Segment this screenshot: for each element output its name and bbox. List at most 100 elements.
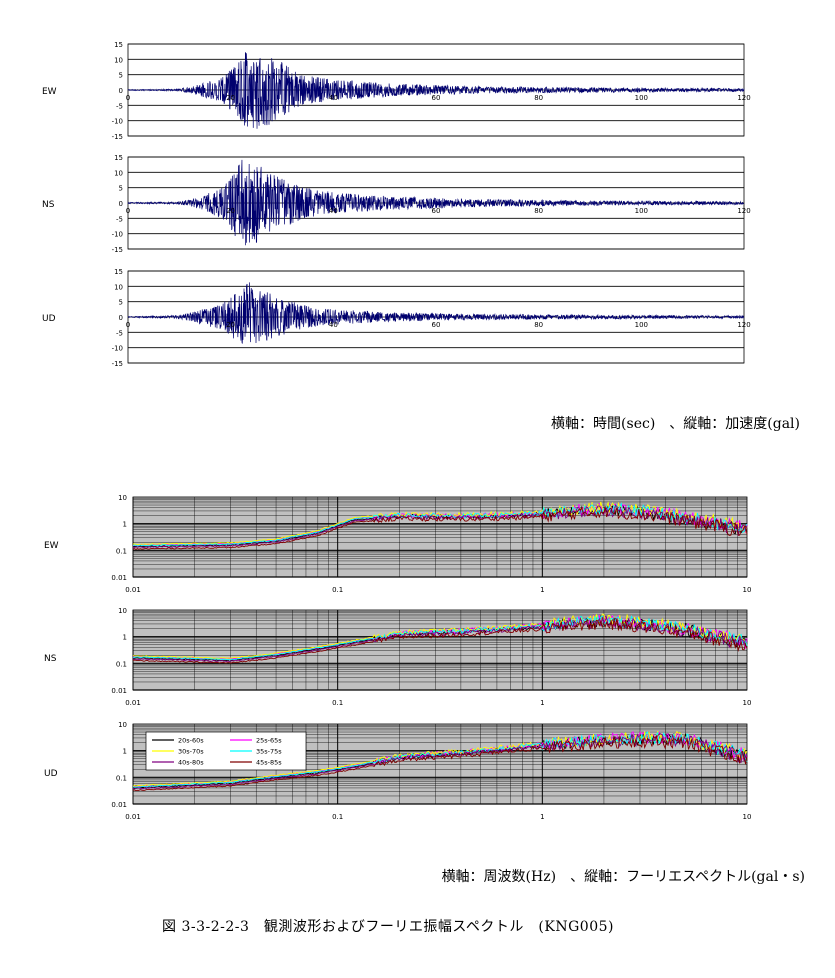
y-tick-label: 10 xyxy=(118,494,127,502)
legend-label: 45s-85s xyxy=(256,759,282,767)
y-tick-label: 10 xyxy=(114,169,123,177)
x-tick-label: 80 xyxy=(534,207,543,215)
y-tick-label: -5 xyxy=(116,329,123,337)
plot-frame xyxy=(132,609,748,691)
x-tick-label: 120 xyxy=(737,321,750,329)
spectrum-chart-ud: UD 10 1 0.1 0.01 0.01 0.1 1 10 20s-60s 25s-65s 30s-… xyxy=(44,721,751,821)
component-label-ew: EW xyxy=(44,541,59,551)
y-tick-label: -10 xyxy=(112,118,123,126)
x-tick-label: 40 xyxy=(329,207,338,215)
x-tick-label: 40 xyxy=(329,94,338,102)
x-tick-label: 0 xyxy=(126,321,130,329)
y-tick-label: 15 xyxy=(114,268,123,276)
spectrum-series-35s75s xyxy=(132,731,748,788)
x-tick-label: 40 xyxy=(329,321,338,329)
y-tick-label: -5 xyxy=(116,215,123,223)
x-tick-label: 80 xyxy=(534,321,543,329)
y-tick-label: 0 xyxy=(119,87,123,95)
plot-frame xyxy=(132,723,748,805)
waveform-series-ns xyxy=(127,159,745,246)
y-tick-label: 5 xyxy=(119,185,123,193)
y-tick-label: -15 xyxy=(112,246,123,254)
x-tick-label: 0.1 xyxy=(332,813,343,821)
x-tick-label: 20 xyxy=(226,94,235,102)
y-tick-label: 10 xyxy=(114,56,123,64)
x-tick-label: 0.01 xyxy=(125,813,141,821)
spectrum-series-30s70s xyxy=(132,730,748,787)
x-tick-label: 0.01 xyxy=(125,586,141,594)
legend: 20s-60s 25s-65s 30s-70s 35s-75s 40s-80s 45s-8… xyxy=(145,731,307,771)
legend-label: 20s-60s xyxy=(178,737,204,745)
x-tick-label: 100 xyxy=(635,94,648,102)
y-tick-label: 0.01 xyxy=(111,687,127,695)
y-tick-label: -10 xyxy=(112,345,123,353)
figure-caption: 図 3-3-2-2-3 観測波形およびフーリエ振幅スペクトル (KNG005) xyxy=(162,919,614,935)
component-label-ud: UD xyxy=(44,769,58,779)
component-label-ew: EW xyxy=(42,87,57,97)
y-tick-label: 15 xyxy=(114,154,123,162)
x-tick-label: 100 xyxy=(635,321,648,329)
y-tick-label: 0 xyxy=(119,200,123,208)
x-tick-label: 1 xyxy=(540,813,544,821)
spectrum-series-45s85s xyxy=(132,506,748,550)
legend-label: 30s-70s xyxy=(178,748,204,756)
x-tick-label: 10 xyxy=(743,699,752,707)
x-tick-label: 1 xyxy=(540,699,544,707)
x-tick-label: 20 xyxy=(226,207,235,215)
x-tick-label: 120 xyxy=(737,207,750,215)
x-tick-label: 10 xyxy=(743,813,752,821)
y-tick-label: -10 xyxy=(112,231,123,239)
component-label-ns: NS xyxy=(44,654,57,664)
y-tick-label: 0.01 xyxy=(111,801,127,809)
y-tick-label: 5 xyxy=(119,299,123,307)
x-tick-label: 100 xyxy=(635,207,648,215)
x-tick-label: 60 xyxy=(432,321,441,329)
x-tick-label: 0 xyxy=(126,207,130,215)
x-tick-label: 0 xyxy=(126,94,130,102)
x-tick-label: 60 xyxy=(432,94,441,102)
spectrum-series-45s85s xyxy=(132,618,748,664)
y-tick-label: 0.1 xyxy=(116,660,127,668)
y-tick-label: -15 xyxy=(112,133,123,141)
y-tick-label: -5 xyxy=(116,102,123,110)
y-tick-label: 0.01 xyxy=(111,574,127,582)
x-tick-label: 0.01 xyxy=(125,699,141,707)
y-tick-label: 1 xyxy=(123,634,127,642)
waveform-series-ew xyxy=(127,52,745,129)
x-tick-label: 0.1 xyxy=(332,699,343,707)
x-tick-label: 0.1 xyxy=(332,586,343,594)
y-tick-label: 0.1 xyxy=(116,547,127,555)
y-tick-label: 15 xyxy=(114,41,123,49)
component-label-ud: UD xyxy=(42,314,56,324)
y-tick-label: 5 xyxy=(119,72,123,80)
spectrum-axis-note: 横軸：周波数(Hz) 、縦軸：フーリエスペクトル(gal・s) xyxy=(441,869,805,885)
waveform-series-ud xyxy=(127,282,745,344)
plot-frame xyxy=(132,496,748,578)
spectrum-series-45s85s xyxy=(132,734,748,792)
y-tick-label: 1 xyxy=(123,521,127,529)
spectrum-chart-ew: EW 10 1 0.1 0.01 0.01 0.1 1 10 xyxy=(44,494,751,594)
x-tick-label: 20 xyxy=(226,321,235,329)
y-tick-label: 0.1 xyxy=(116,774,127,782)
y-tick-label: 10 xyxy=(118,721,127,729)
spectrum-chart-ns: NS 10 1 0.1 0.01 0.01 0.1 1 10 xyxy=(44,607,751,707)
y-tick-label: -15 xyxy=(112,360,123,368)
spectrum-series-30s70s xyxy=(132,500,748,546)
spectrum-series-40s80s xyxy=(132,732,748,790)
legend-label: 25s-65s xyxy=(256,737,282,745)
legend-label: 35s-75s xyxy=(256,748,282,756)
y-tick-label: 0 xyxy=(119,314,123,322)
x-tick-label: 1 xyxy=(540,586,544,594)
legend-label: 40s-80s xyxy=(178,759,204,767)
x-tick-label: 10 xyxy=(743,586,752,594)
waveform-axis-note: 横軸：時間(sec) 、縦軸：加速度(gal) xyxy=(551,416,800,432)
x-tick-label: 60 xyxy=(432,207,441,215)
y-tick-label: 10 xyxy=(114,283,123,291)
y-tick-label: 10 xyxy=(118,607,127,615)
x-tick-label: 80 xyxy=(534,94,543,102)
x-tick-label: 120 xyxy=(737,94,750,102)
